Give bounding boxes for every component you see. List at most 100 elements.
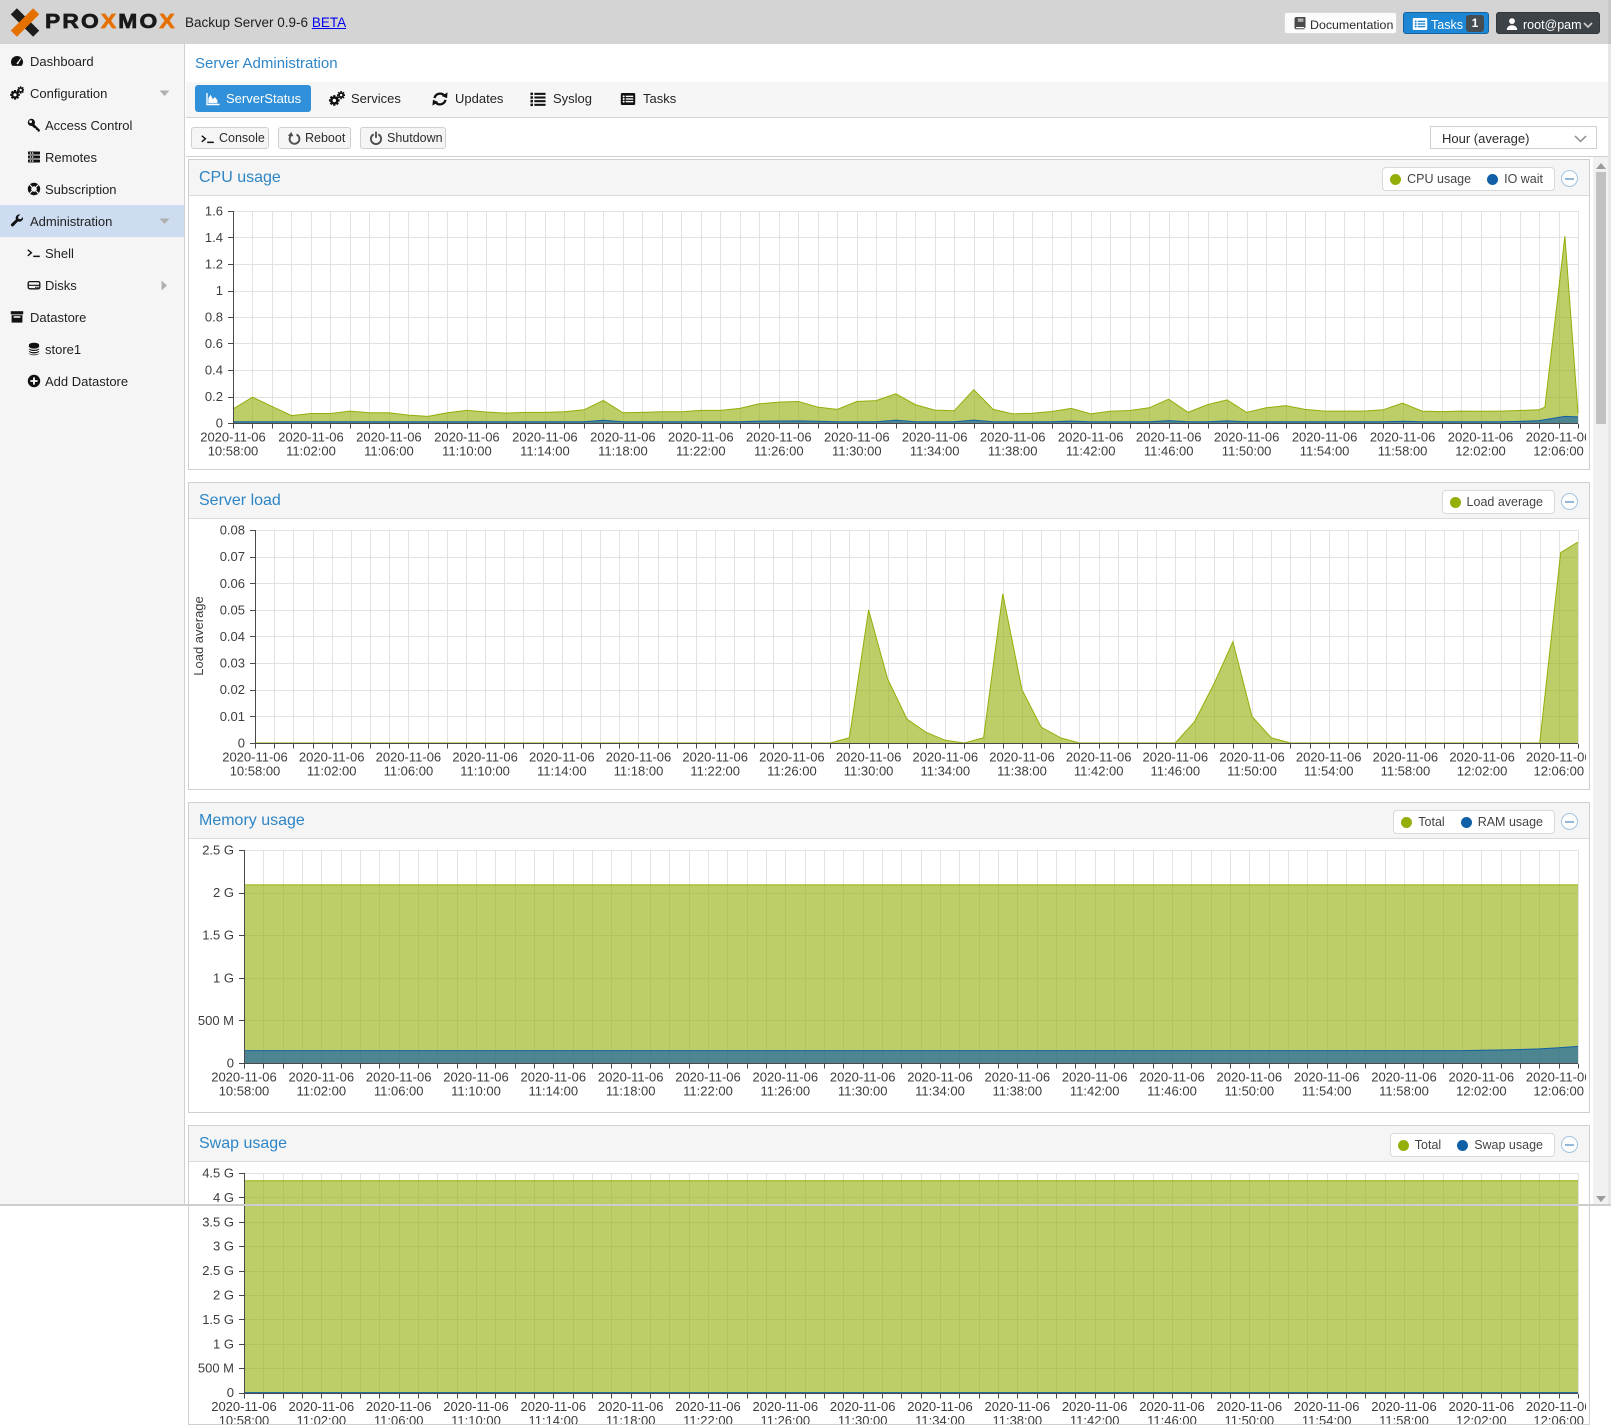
svg-text:0: 0 (216, 416, 223, 431)
svg-text:2020-11-06: 2020-11-06 (1214, 430, 1280, 445)
svg-text:11:58:00: 11:58:00 (1379, 1413, 1429, 1424)
svg-text:0.05: 0.05 (220, 602, 245, 617)
svg-text:11:18:00: 11:18:00 (606, 1084, 656, 1099)
svg-text:10:58:00: 10:58:00 (219, 1084, 270, 1099)
svg-text:11:50:00: 11:50:00 (1222, 444, 1272, 459)
svg-text:11:30:00: 11:30:00 (838, 1413, 888, 1424)
svg-text:11:10:00: 11:10:00 (451, 1084, 501, 1099)
svg-text:11:26:00: 11:26:00 (760, 1084, 810, 1099)
svg-text:0.03: 0.03 (220, 656, 245, 671)
svg-text:11:42:00: 11:42:00 (1066, 444, 1116, 459)
svg-text:2020-11-06: 2020-11-06 (452, 750, 518, 765)
svg-text:2020-11-06: 2020-11-06 (985, 1070, 1051, 1085)
svg-text:2020-11-06: 2020-11-06 (1526, 750, 1586, 765)
svg-text:12:02:00: 12:02:00 (1456, 1084, 1507, 1099)
svg-text:10:58:00: 10:58:00 (219, 1413, 270, 1424)
svg-text:11:54:00: 11:54:00 (1304, 764, 1354, 779)
svg-text:0: 0 (227, 1385, 234, 1400)
svg-text:2020-11-06: 2020-11-06 (1058, 430, 1124, 445)
svg-text:2020-11-06: 2020-11-06 (1526, 1399, 1586, 1414)
svg-text:2020-11-06: 2020-11-06 (1296, 750, 1362, 765)
svg-text:1 G: 1 G (213, 1336, 234, 1351)
svg-text:2020-11-06: 2020-11-06 (1136, 430, 1202, 445)
svg-text:1.2: 1.2 (205, 257, 223, 272)
svg-text:2020-11-06: 2020-11-06 (443, 1070, 509, 1085)
svg-text:2020-11-06: 2020-11-06 (1062, 1070, 1128, 1085)
svg-text:1.6: 1.6 (205, 204, 223, 219)
svg-text:11:34:00: 11:34:00 (915, 1413, 965, 1424)
svg-text:2020-11-06: 2020-11-06 (1217, 1070, 1283, 1085)
svg-text:4.5 G: 4.5 G (202, 1166, 234, 1181)
svg-text:11:30:00: 11:30:00 (832, 444, 882, 459)
svg-text:2020-11-06: 2020-11-06 (289, 1070, 355, 1085)
svg-text:12:02:00: 12:02:00 (1456, 1413, 1507, 1424)
svg-text:2020-11-06: 2020-11-06 (980, 430, 1046, 445)
svg-text:3 G: 3 G (213, 1239, 234, 1254)
svg-text:11:58:00: 11:58:00 (1379, 1084, 1429, 1099)
svg-text:0.06: 0.06 (220, 576, 245, 591)
svg-text:2020-11-06: 2020-11-06 (521, 1399, 587, 1414)
svg-text:11:02:00: 11:02:00 (296, 1084, 346, 1099)
svg-text:11:14:00: 11:14:00 (528, 1084, 578, 1099)
svg-text:0.6: 0.6 (205, 336, 223, 351)
svg-text:11:34:00: 11:34:00 (920, 764, 970, 779)
svg-text:11:10:00: 11:10:00 (442, 444, 492, 459)
svg-text:11:22:00: 11:22:00 (690, 764, 740, 779)
svg-text:0: 0 (238, 736, 245, 751)
svg-text:11:18:00: 11:18:00 (598, 444, 648, 459)
svg-text:2020-11-06: 2020-11-06 (521, 1070, 587, 1085)
svg-text:11:30:00: 11:30:00 (838, 1084, 888, 1099)
svg-text:1 G: 1 G (213, 970, 234, 985)
svg-text:0.01: 0.01 (220, 709, 245, 724)
svg-text:1.5 G: 1.5 G (202, 928, 234, 943)
svg-text:2020-11-06: 2020-11-06 (512, 430, 578, 445)
svg-text:12:06:00: 12:06:00 (1533, 444, 1584, 459)
svg-text:2020-11-06: 2020-11-06 (836, 750, 902, 765)
svg-text:2020-11-06: 2020-11-06 (606, 750, 672, 765)
svg-text:2020-11-06: 2020-11-06 (1449, 1070, 1515, 1085)
svg-text:11:42:00: 11:42:00 (1070, 1413, 1120, 1424)
svg-text:11:54:00: 11:54:00 (1302, 1413, 1352, 1424)
svg-text:2020-11-06: 2020-11-06 (907, 1070, 973, 1085)
svg-text:2020-11-06: 2020-11-06 (366, 1070, 432, 1085)
svg-text:2020-11-06: 2020-11-06 (759, 750, 825, 765)
svg-text:11:26:00: 11:26:00 (760, 1413, 810, 1424)
svg-text:2020-11-06: 2020-11-06 (211, 1070, 277, 1085)
svg-text:11:46:00: 11:46:00 (1144, 444, 1194, 459)
svg-text:1.4: 1.4 (205, 230, 223, 245)
svg-text:2020-11-06: 2020-11-06 (1062, 1399, 1128, 1414)
svg-text:2020-11-06: 2020-11-06 (913, 750, 979, 765)
svg-text:11:22:00: 11:22:00 (676, 444, 726, 459)
svg-text:2020-11-06: 2020-11-06 (598, 1070, 664, 1085)
svg-text:11:50:00: 11:50:00 (1227, 764, 1277, 779)
svg-text:11:42:00: 11:42:00 (1070, 1084, 1120, 1099)
svg-text:0.4: 0.4 (205, 363, 223, 378)
svg-text:2020-11-06: 2020-11-06 (366, 1399, 432, 1414)
svg-text:2 G: 2 G (213, 885, 234, 900)
svg-text:2020-11-06: 2020-11-06 (1373, 750, 1439, 765)
svg-text:0.04: 0.04 (220, 629, 245, 644)
svg-text:2020-11-06: 2020-11-06 (1448, 430, 1514, 445)
svg-text:2020-11-06: 2020-11-06 (200, 430, 266, 445)
svg-text:10:58:00: 10:58:00 (230, 764, 281, 779)
svg-text:12:02:00: 12:02:00 (1457, 764, 1508, 779)
svg-text:11:34:00: 11:34:00 (915, 1084, 965, 1099)
svg-text:2020-11-06: 2020-11-06 (376, 750, 442, 765)
svg-text:11:34:00: 11:34:00 (910, 444, 960, 459)
svg-text:10:58:00: 10:58:00 (208, 444, 259, 459)
svg-text:11:42:00: 11:42:00 (1074, 764, 1124, 779)
svg-text:2020-11-06: 2020-11-06 (222, 750, 288, 765)
svg-text:11:50:00: 11:50:00 (1224, 1084, 1274, 1099)
svg-text:2020-11-06: 2020-11-06 (211, 1399, 277, 1414)
svg-text:2.5 G: 2.5 G (202, 843, 234, 858)
svg-text:2020-11-06: 2020-11-06 (598, 1399, 664, 1414)
svg-text:2020-11-06: 2020-11-06 (682, 750, 748, 765)
svg-text:11:14:00: 11:14:00 (520, 444, 570, 459)
svg-text:2020-11-06: 2020-11-06 (830, 1399, 896, 1414)
svg-text:2020-11-06: 2020-11-06 (289, 1399, 355, 1414)
svg-text:2020-11-06: 2020-11-06 (824, 430, 890, 445)
svg-text:11:58:00: 11:58:00 (1381, 764, 1431, 779)
svg-text:0.8: 0.8 (205, 310, 223, 325)
svg-text:11:26:00: 11:26:00 (767, 764, 817, 779)
svg-text:2 G: 2 G (213, 1288, 234, 1303)
